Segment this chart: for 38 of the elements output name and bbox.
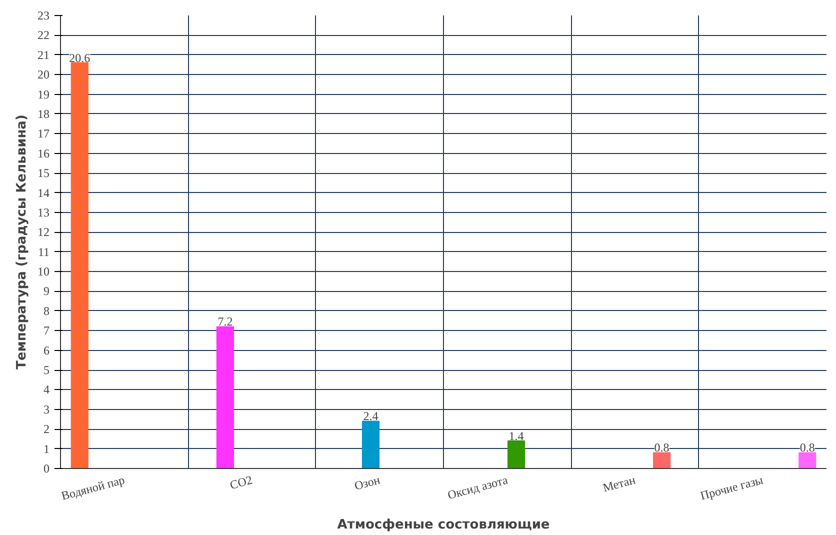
y-tick-label: 1: [44, 442, 50, 456]
y-tick-label: 17: [38, 126, 50, 141]
data-label: 0.8: [800, 440, 815, 455]
y-tick-label: 15: [38, 166, 50, 180]
x-tick-label: Оксид азота: [446, 472, 510, 502]
y-tick-label: 21: [38, 48, 50, 62]
y-tick-label: 11: [38, 244, 50, 259]
y-tick-label: 12: [38, 225, 50, 240]
y-tick-label: 13: [38, 205, 50, 220]
y-tick-label: 9: [44, 284, 50, 298]
data-label: 2.4: [363, 409, 378, 424]
x-axis-title: Атмосфеные состовляющие: [337, 518, 550, 533]
x-tick-label: Водяной пар: [60, 472, 126, 503]
y-tick-label: 2: [44, 422, 50, 436]
y-tick-label: 7: [44, 324, 50, 338]
y-tick-label: 19: [38, 87, 50, 102]
y-axis-title: Температура (градусы Кельвина): [14, 114, 30, 370]
y-tick-label: 8: [44, 304, 50, 318]
y-tick-label: 16: [38, 146, 50, 160]
data-label: 0.8: [654, 440, 670, 455]
x-tick-label: Прочие газы: [698, 472, 764, 503]
y-tick-label: 10: [38, 264, 50, 279]
x-tick-label: Озон: [352, 472, 382, 493]
y-tick-label: 22: [38, 28, 50, 42]
y-tick-label: 18: [38, 106, 50, 121]
y-tick-label: 20: [38, 68, 50, 82]
y-tick-label: 0: [44, 462, 50, 476]
x-tick-label: CO2: [228, 472, 254, 492]
y-tick-label: 6: [44, 343, 50, 358]
x-tick-label: Метан: [601, 472, 638, 495]
y-tick-label: 3: [44, 402, 50, 416]
y-tick-label: 23: [38, 8, 50, 22]
data-label: 1.4: [508, 428, 524, 443]
y-tick-label: 5: [44, 363, 50, 378]
y-tick-label: 4: [44, 382, 50, 397]
y-tick-label: 14: [38, 186, 50, 200]
data-label: 7.2: [218, 314, 233, 329]
data-label: 20.6: [69, 50, 90, 65]
